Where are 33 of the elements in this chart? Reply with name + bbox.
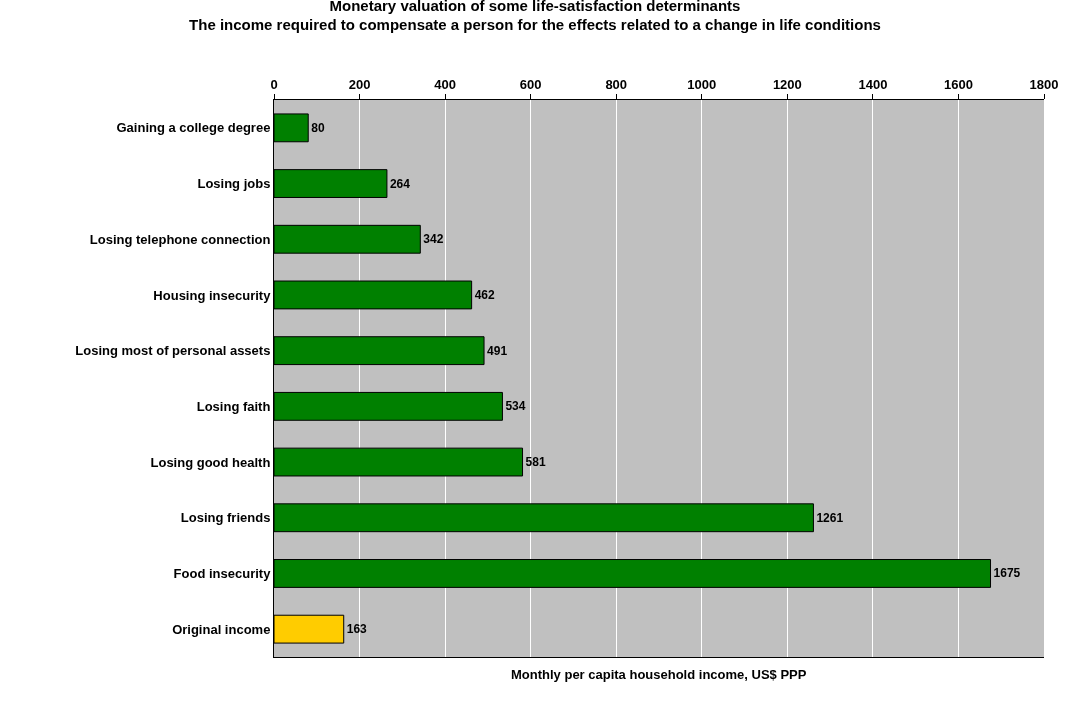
x-tick-label: 400 <box>434 76 456 92</box>
x-tick-label: 0 <box>270 76 278 92</box>
data-label: 1675 <box>993 566 1021 581</box>
data-label: 534 <box>505 399 526 414</box>
x-tick-label: 200 <box>348 76 371 92</box>
x-tick-label: 600 <box>519 76 542 92</box>
chart-subtitle: The income required to compensate a person for the effects related to a change in life conditions <box>189 16 881 34</box>
y-tick-label: Losing faith <box>196 398 271 414</box>
y-tick-label: Losing jobs <box>197 176 271 192</box>
chart-title: Monetary valuation of some life-satisfaction determinants <box>329 0 741 14</box>
y-tick-label: Losing friends <box>180 510 271 526</box>
x-tick-label: 800 <box>605 76 628 92</box>
data-label: 80 <box>311 120 325 135</box>
x-tick-label: 1600 <box>943 76 973 92</box>
y-tick-label: Food insecurity <box>173 566 272 581</box>
y-tick-label: Losing telephone connection <box>89 231 271 247</box>
data-label: 1261 <box>816 510 844 525</box>
x-tick-label: 1800 <box>1029 76 1059 92</box>
data-label: 163 <box>346 622 368 637</box>
x-tick-label: 1000 <box>687 76 717 92</box>
y-tick-label: Housing insecurity <box>153 287 272 303</box>
data-label: 264 <box>389 176 411 191</box>
x-tick-label: 1200 <box>772 76 802 92</box>
data-label: 491 <box>487 343 508 358</box>
data-label: 342 <box>423 232 444 247</box>
y-tick-label: Original income <box>172 621 271 637</box>
y-tick-label: Gaining a college degree <box>116 120 271 136</box>
data-label: 462 <box>474 287 495 302</box>
data-label: 581 <box>525 455 546 470</box>
y-tick-label: Losing most of personal assets <box>75 343 271 359</box>
x-axis-title: Monthly per capita household income, US$ PPP <box>511 667 807 682</box>
y-tick-label: Losing good health <box>150 454 271 470</box>
x-tick-label: 1400 <box>858 76 888 92</box>
